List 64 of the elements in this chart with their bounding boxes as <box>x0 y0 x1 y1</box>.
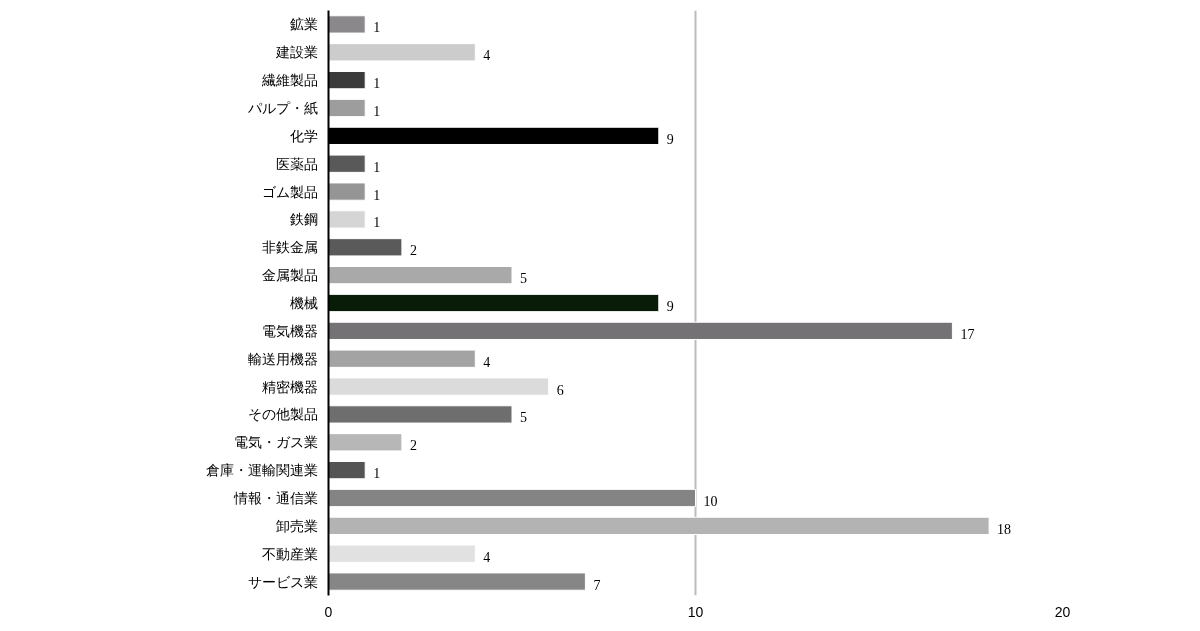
data-label: 7 <box>593 577 601 593</box>
y-tick-label: 鉄鋼 <box>289 211 318 228</box>
bar <box>328 210 366 229</box>
data-label: 4 <box>483 549 491 565</box>
data-label: 2 <box>409 243 417 259</box>
y-tick-label: 不動産業 <box>261 545 318 562</box>
bar <box>328 15 366 34</box>
bar <box>328 71 366 90</box>
x-tick-label: 10 <box>687 603 704 620</box>
y-tick-label: 非鉄金属 <box>261 239 318 256</box>
y-tick-label: 化学 <box>289 127 318 144</box>
data-label: 2 <box>409 438 417 454</box>
y-tick-label: 情報・通信業 <box>232 490 318 506</box>
bar <box>328 349 476 368</box>
y-tick-label: 医薬品 <box>275 155 318 172</box>
data-label: 17 <box>960 326 975 342</box>
bar <box>328 182 366 201</box>
data-label: 1 <box>373 20 381 36</box>
bar <box>328 488 696 508</box>
data-label: 1 <box>373 466 381 482</box>
y-tick-label: 繊維製品 <box>260 72 318 89</box>
data-label: 4 <box>483 48 491 64</box>
x-tick-label: 20 <box>1054 603 1071 620</box>
data-label: 10 <box>703 494 718 509</box>
bar <box>328 43 476 62</box>
y-tick-label: 金属製品 <box>261 267 318 284</box>
y-tick-label: 精密機器 <box>261 378 318 395</box>
data-label: 9 <box>666 131 674 147</box>
y-tick-label: 電気・ガス業 <box>233 434 318 451</box>
data-label: 5 <box>520 271 527 287</box>
data-label: 4 <box>483 354 491 370</box>
y-tick-label: サービス業 <box>247 573 318 590</box>
y-tick-label: パルプ・紙 <box>246 100 318 116</box>
y-tick-label: 電気機器 <box>261 322 318 339</box>
bar <box>328 433 403 452</box>
bar <box>328 321 953 340</box>
data-label: 1 <box>373 104 381 119</box>
y-tick-label: 倉庫・運輸関連業 <box>205 462 318 479</box>
y-tick-label: 機械 <box>289 295 318 311</box>
bar <box>328 238 403 257</box>
data-label: 1 <box>373 215 381 231</box>
y-tick-label: 鉱業 <box>289 16 318 33</box>
data-label: 18 <box>997 521 1012 537</box>
y-tick-label: ゴム製品 <box>261 183 318 200</box>
data-label: 5 <box>520 410 527 426</box>
y-tick-label: その他製品 <box>247 406 318 423</box>
x-tick-label: 0 <box>324 603 333 620</box>
data-label: 1 <box>373 76 381 92</box>
bar <box>328 572 586 591</box>
data-label: 6 <box>556 382 564 398</box>
data-label: 1 <box>373 159 381 175</box>
y-tick-label: 輸送用機器 <box>247 350 318 367</box>
bar <box>328 461 366 480</box>
bar <box>328 266 513 285</box>
bar <box>328 544 476 563</box>
bar <box>328 154 366 173</box>
y-tick-label: 卸売業 <box>275 517 318 534</box>
y-tick-label: 建設業 <box>274 44 318 61</box>
data-label: 9 <box>666 299 674 314</box>
bar <box>328 293 660 313</box>
bar <box>328 377 550 396</box>
data-label: 1 <box>373 187 381 203</box>
bar <box>328 98 366 118</box>
bar <box>328 405 513 424</box>
